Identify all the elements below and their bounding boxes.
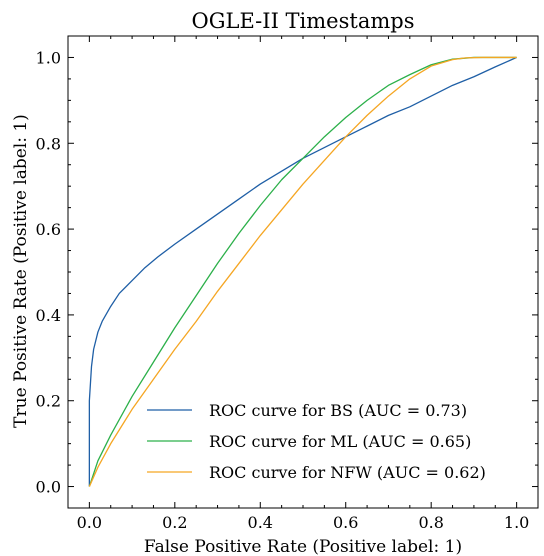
x-tick-label: 1.0 (504, 513, 529, 532)
legend: ROC curve for BS (AUC = 0.73) ROC curve f… (147, 401, 486, 482)
series-layer (88, 56, 517, 487)
y-tick-label: 0.0 (36, 478, 61, 497)
y-tick-label: 0.6 (36, 220, 61, 239)
x-tick-label: 0.2 (162, 513, 187, 532)
x-axis-label: False Positive Rate (Positive label: 1) (144, 537, 462, 556)
series-line-1 (88, 56, 517, 487)
series-line-2 (88, 56, 517, 487)
x-tick-label: 0.8 (418, 513, 443, 532)
x-tick-label: 0.6 (333, 513, 358, 532)
series-line-0 (88, 56, 517, 487)
y-tick-label: 0.2 (36, 392, 61, 411)
y-axis-label: True Positive Rate (Positive label: 1) (11, 114, 31, 428)
x-tick-label: 0.4 (248, 513, 273, 532)
y-tick-label: 1.0 (36, 48, 61, 67)
y-tick-label: 0.4 (36, 306, 61, 325)
legend-label-0: ROC curve for BS (AUC = 0.73) (209, 401, 467, 420)
legend-label-1: ROC curve for ML (AUC = 0.65) (209, 432, 471, 451)
y-tick-label: 0.8 (36, 134, 61, 153)
x-tick-label: 0.0 (77, 513, 102, 532)
legend-label-2: ROC curve for NFW (AUC = 0.62) (209, 463, 486, 482)
plot-frame (67, 35, 539, 509)
tick-layer: 0.0 0.2 0.4 0.6 0.8 1.0 0.0 0.2 0.4 0.6 0.8 1.0 (36, 35, 539, 532)
chart-title: OGLE-II Timestamps (192, 9, 415, 33)
